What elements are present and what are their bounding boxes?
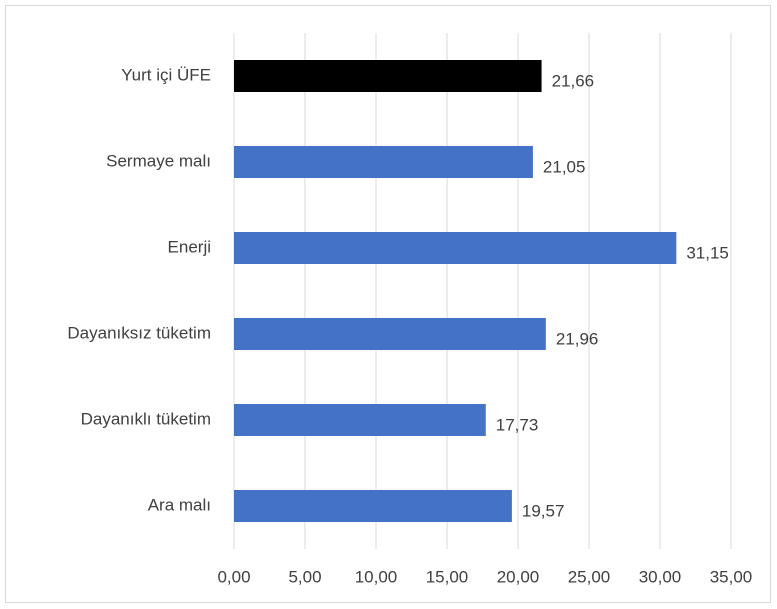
x-tick-label: 20,00 (497, 567, 540, 586)
x-tick-label: 25,00 (568, 567, 611, 586)
y-tick-label: Sermaye malı (106, 151, 211, 170)
y-tick-label: Dayanıksız tüketim (67, 323, 211, 342)
y-tick-label: Yurt içi ÜFE (121, 65, 211, 84)
y-tick-label: Ara malı (148, 495, 211, 514)
x-tick-label: 5,00 (288, 567, 321, 586)
x-tick-label: 15,00 (426, 567, 469, 586)
data-label: 19,57 (522, 501, 565, 520)
data-label: 31,15 (686, 243, 729, 262)
x-tick-label: 0,00 (217, 567, 250, 586)
x-tick-label: 35,00 (710, 567, 753, 586)
x-tick-label: 30,00 (639, 567, 682, 586)
data-label: 21,05 (543, 157, 586, 176)
y-tick-label: Dayanıklı tüketim (81, 409, 211, 428)
bar (234, 232, 677, 264)
y-tick-label: Enerji (168, 237, 211, 256)
data-label: 21,96 (556, 329, 599, 348)
data-label: 17,73 (496, 415, 539, 434)
bar (234, 60, 542, 92)
bar (234, 490, 512, 522)
data-label: 21,66 (552, 71, 595, 90)
x-tick-label: 10,00 (355, 567, 398, 586)
bar (234, 146, 533, 178)
bar (234, 318, 546, 350)
bar (234, 404, 486, 436)
